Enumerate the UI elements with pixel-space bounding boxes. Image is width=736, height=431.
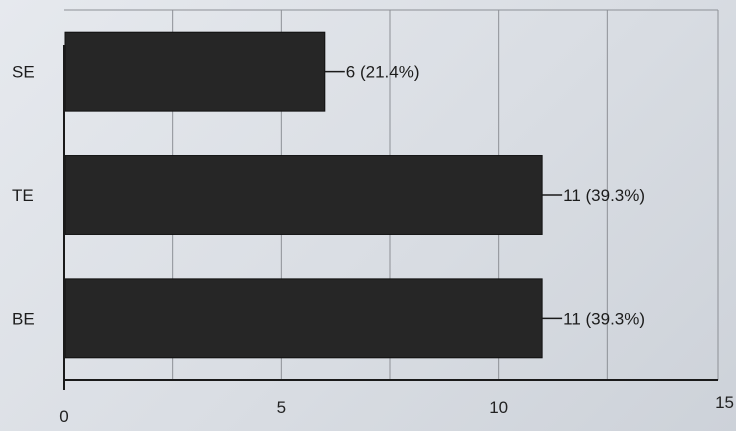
bar-te [64, 155, 543, 235]
category-label-se: SE [12, 63, 35, 82]
data-label-te: 11 (39.3%) [563, 186, 645, 205]
bars [64, 31, 543, 359]
x-tick-label-5: 5 [277, 398, 286, 417]
data-label-be: 11 (39.3%) [563, 309, 645, 328]
bar-se [64, 31, 326, 112]
category-label-be: BE [12, 309, 35, 328]
data-label-se: 6 (21.4%) [346, 63, 420, 82]
bar-be [64, 278, 543, 359]
x-tick-label-15: 15 [715, 393, 734, 412]
labels: SE 6 (21.4%) TE 11 (39.3%) BE 11 (39.3%) [12, 63, 645, 329]
axes: 0 5 10 15 [59, 45, 734, 426]
category-label-te: TE [12, 186, 34, 205]
x-tick-label-0: 0 [59, 407, 68, 426]
x-tick-label-10: 10 [489, 398, 508, 417]
